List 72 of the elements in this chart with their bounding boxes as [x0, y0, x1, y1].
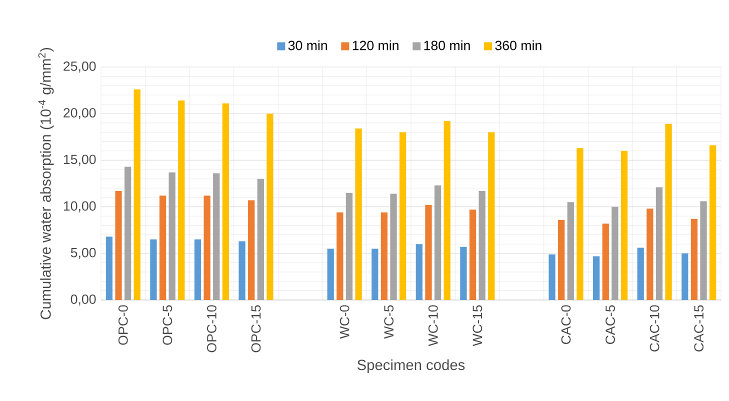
x-tick-label: OPC-15 [251, 305, 261, 352]
bar [682, 253, 688, 300]
bar [620, 150, 628, 300]
bar [106, 236, 112, 300]
bar [460, 246, 467, 300]
bar [115, 190, 122, 300]
bar [656, 187, 663, 300]
x-tick-label: CAC-0 [561, 305, 571, 344]
bar [257, 178, 264, 300]
x-tick-label: WC-15 [472, 305, 482, 346]
legend-label: 120 min [352, 40, 398, 50]
bar [612, 206, 618, 300]
bar [593, 256, 600, 300]
x-tick-label: CAC-10 [650, 305, 660, 352]
bar [336, 212, 344, 300]
bar [204, 196, 210, 300]
bar [416, 244, 423, 300]
x-tick-label: WC-5 [384, 305, 394, 339]
bar [134, 89, 140, 300]
y-axis-title: Cumulative water absorption (10$^{-4}$ g/mm$^{2}$) [38, 48, 54, 320]
bar [646, 208, 654, 300]
bar [346, 192, 353, 300]
bar [380, 212, 388, 300]
bar [558, 220, 565, 300]
bar [637, 248, 644, 300]
y-tick-label: 25,00 [64, 62, 96, 73]
x-tick-label: OPC-10 [207, 305, 216, 352]
x-tick-label: CAC-15 [694, 305, 704, 352]
bar [390, 194, 397, 300]
legend-label: 30 min [288, 40, 327, 50]
bar [150, 239, 157, 300]
y-tick-label: 20,00 [64, 108, 96, 120]
bar [124, 166, 132, 300]
bar [710, 145, 716, 300]
bar [355, 128, 362, 300]
bar [425, 204, 432, 300]
bar [178, 100, 185, 300]
bar [194, 239, 202, 300]
bar [248, 200, 255, 300]
y-tick-label: 15,00 [64, 154, 96, 166]
bar [222, 103, 229, 300]
y-tick-label: 10,00 [64, 201, 96, 212]
bar [266, 114, 274, 300]
bar [690, 218, 698, 300]
x-tick-label: WC-10 [428, 305, 438, 346]
bar [602, 224, 609, 300]
bar [665, 124, 672, 300]
bar [159, 196, 166, 300]
x-axis-title: Specimen codes [357, 359, 465, 374]
y-tick-label: 5,00 [70, 248, 96, 259]
bar [488, 132, 495, 300]
x-tick-label: OPC-5 [162, 305, 172, 345]
bar [238, 241, 246, 300]
x-tick-label: CAC-5 [606, 305, 615, 344]
bar [444, 121, 450, 300]
bar [478, 190, 486, 300]
bar [469, 210, 476, 300]
bar [372, 248, 378, 300]
bar [327, 248, 334, 300]
bar [567, 202, 574, 300]
y-tick-label: 0,00 [70, 294, 96, 306]
bar [434, 185, 442, 300]
legend-label: 180 min [424, 40, 470, 50]
bar [700, 201, 707, 300]
x-tick-label: WC-0 [340, 305, 350, 339]
bar [213, 173, 220, 300]
bar [576, 148, 584, 300]
bar [548, 254, 556, 300]
legend-label: 360 min [495, 40, 542, 50]
bar [400, 132, 406, 300]
x-tick-label: OPC-0 [118, 305, 128, 345]
bar [168, 172, 176, 300]
